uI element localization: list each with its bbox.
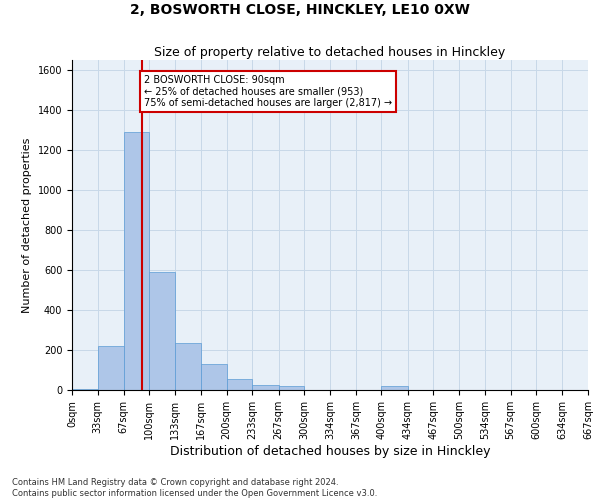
Bar <box>98 346 124 390</box>
Text: 2, BOSWORTH CLOSE, HINCKLEY, LE10 0XW: 2, BOSWORTH CLOSE, HINCKLEY, LE10 0XW <box>130 2 470 16</box>
Bar <box>227 379 252 390</box>
Text: 2 BOSWORTH CLOSE: 90sqm
← 25% of detached houses are smaller (953)
75% of semi-d: 2 BOSWORTH CLOSE: 90sqm ← 25% of detache… <box>144 75 392 108</box>
Bar <box>201 364 227 390</box>
Text: Contains HM Land Registry data © Crown copyright and database right 2024.
Contai: Contains HM Land Registry data © Crown c… <box>12 478 377 498</box>
X-axis label: Distribution of detached houses by size in Hinckley: Distribution of detached houses by size … <box>170 444 490 458</box>
Bar <box>124 132 149 390</box>
Title: Size of property relative to detached houses in Hinckley: Size of property relative to detached ho… <box>154 46 506 59</box>
Bar <box>149 272 175 390</box>
Bar <box>252 385 278 390</box>
Bar <box>382 386 408 390</box>
Bar <box>278 386 304 390</box>
Bar <box>72 389 98 390</box>
Bar <box>175 343 201 390</box>
Y-axis label: Number of detached properties: Number of detached properties <box>22 138 32 312</box>
